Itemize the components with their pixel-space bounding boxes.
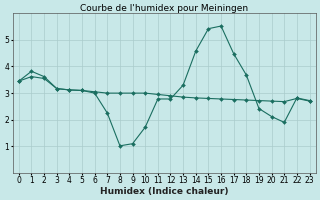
Title: Courbe de l'humidex pour Meiningen: Courbe de l'humidex pour Meiningen bbox=[80, 4, 248, 13]
X-axis label: Humidex (Indice chaleur): Humidex (Indice chaleur) bbox=[100, 187, 228, 196]
